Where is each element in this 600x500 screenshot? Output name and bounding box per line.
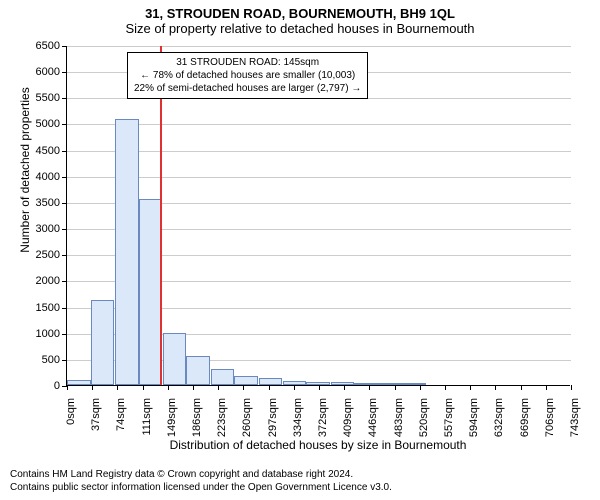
xtick-mark — [395, 385, 396, 390]
bar — [234, 376, 258, 385]
bar — [402, 383, 426, 385]
gridline — [67, 151, 571, 152]
bar — [91, 300, 115, 385]
bar — [354, 383, 378, 385]
ytick-label: 4500 — [20, 145, 60, 157]
ytick-mark — [62, 151, 67, 152]
callout-line: 31 STROUDEN ROAD: 145sqm — [134, 56, 361, 69]
callout-box: 31 STROUDEN ROAD: 145sqm← 78% of detache… — [127, 52, 368, 99]
xtick-mark — [319, 385, 320, 390]
gridline — [67, 46, 571, 47]
ytick-label: 0 — [20, 380, 60, 392]
ytick-label: 3000 — [20, 223, 60, 235]
ytick-label: 500 — [20, 354, 60, 366]
xtick-mark — [269, 385, 270, 390]
ytick-label: 1000 — [20, 328, 60, 340]
xtick-mark — [369, 385, 370, 390]
bar — [378, 383, 402, 385]
ytick-mark — [62, 255, 67, 256]
ytick-mark — [62, 177, 67, 178]
ytick-mark — [62, 360, 67, 361]
ytick-label: 2500 — [20, 249, 60, 261]
ytick-mark — [62, 308, 67, 309]
ytick-mark — [62, 281, 67, 282]
callout-line: 22% of semi-detached houses are larger (… — [134, 82, 361, 95]
bar — [259, 378, 283, 385]
ytick-label: 2000 — [20, 275, 60, 287]
ytick-label: 1500 — [20, 302, 60, 314]
bar — [115, 119, 139, 385]
xtick-mark — [193, 385, 194, 390]
title-line-2: Size of property relative to detached ho… — [0, 21, 600, 36]
title-line-1: 31, STROUDEN ROAD, BOURNEMOUTH, BH9 1QL — [0, 6, 600, 21]
ytick-label: 6500 — [20, 40, 60, 52]
xtick-mark — [546, 385, 547, 390]
ytick-mark — [62, 72, 67, 73]
bar — [139, 199, 163, 385]
xtick-mark — [168, 385, 169, 390]
ytick-label: 5000 — [20, 118, 60, 130]
xtick-mark — [243, 385, 244, 390]
bar — [163, 333, 187, 385]
chart: 0500100015002000250030003500400045005000… — [66, 46, 570, 386]
xtick-mark — [218, 385, 219, 390]
ytick-mark — [62, 203, 67, 204]
ytick-label: 5500 — [20, 92, 60, 104]
title-block: 31, STROUDEN ROAD, BOURNEMOUTH, BH9 1QL … — [0, 0, 600, 36]
xtick-mark — [495, 385, 496, 390]
xtick-mark — [445, 385, 446, 390]
footer: Contains HM Land Registry data © Crown c… — [10, 468, 392, 494]
ytick-label: 6000 — [20, 66, 60, 78]
xtick-label: 743sqm — [569, 398, 581, 458]
xtick-mark — [470, 385, 471, 390]
callout-line: ← 78% of detached houses are smaller (10… — [134, 69, 361, 82]
xtick-mark — [67, 385, 68, 390]
ytick-mark — [62, 334, 67, 335]
bar — [331, 382, 355, 385]
xtick-mark — [420, 385, 421, 390]
xtick-mark — [143, 385, 144, 390]
xtick-mark — [294, 385, 295, 390]
ytick-mark — [62, 46, 67, 47]
xtick-mark — [117, 385, 118, 390]
gridline — [67, 124, 571, 125]
ytick-label: 4000 — [20, 171, 60, 183]
ytick-mark — [62, 98, 67, 99]
footer-line-1: Contains HM Land Registry data © Crown c… — [10, 468, 392, 481]
x-axis-title: Distribution of detached houses by size … — [66, 438, 570, 452]
footer-line-2: Contains public sector information licen… — [10, 481, 392, 494]
xtick-mark — [344, 385, 345, 390]
bar — [67, 380, 91, 385]
ytick-label: 3500 — [20, 197, 60, 209]
ytick-mark — [62, 229, 67, 230]
xtick-mark — [571, 385, 572, 390]
gridline — [67, 177, 571, 178]
plot-area: 0500100015002000250030003500400045005000… — [66, 46, 570, 386]
ytick-mark — [62, 124, 67, 125]
bar — [186, 356, 210, 385]
xtick-mark — [92, 385, 93, 390]
bar — [211, 369, 235, 385]
xtick-mark — [521, 385, 522, 390]
